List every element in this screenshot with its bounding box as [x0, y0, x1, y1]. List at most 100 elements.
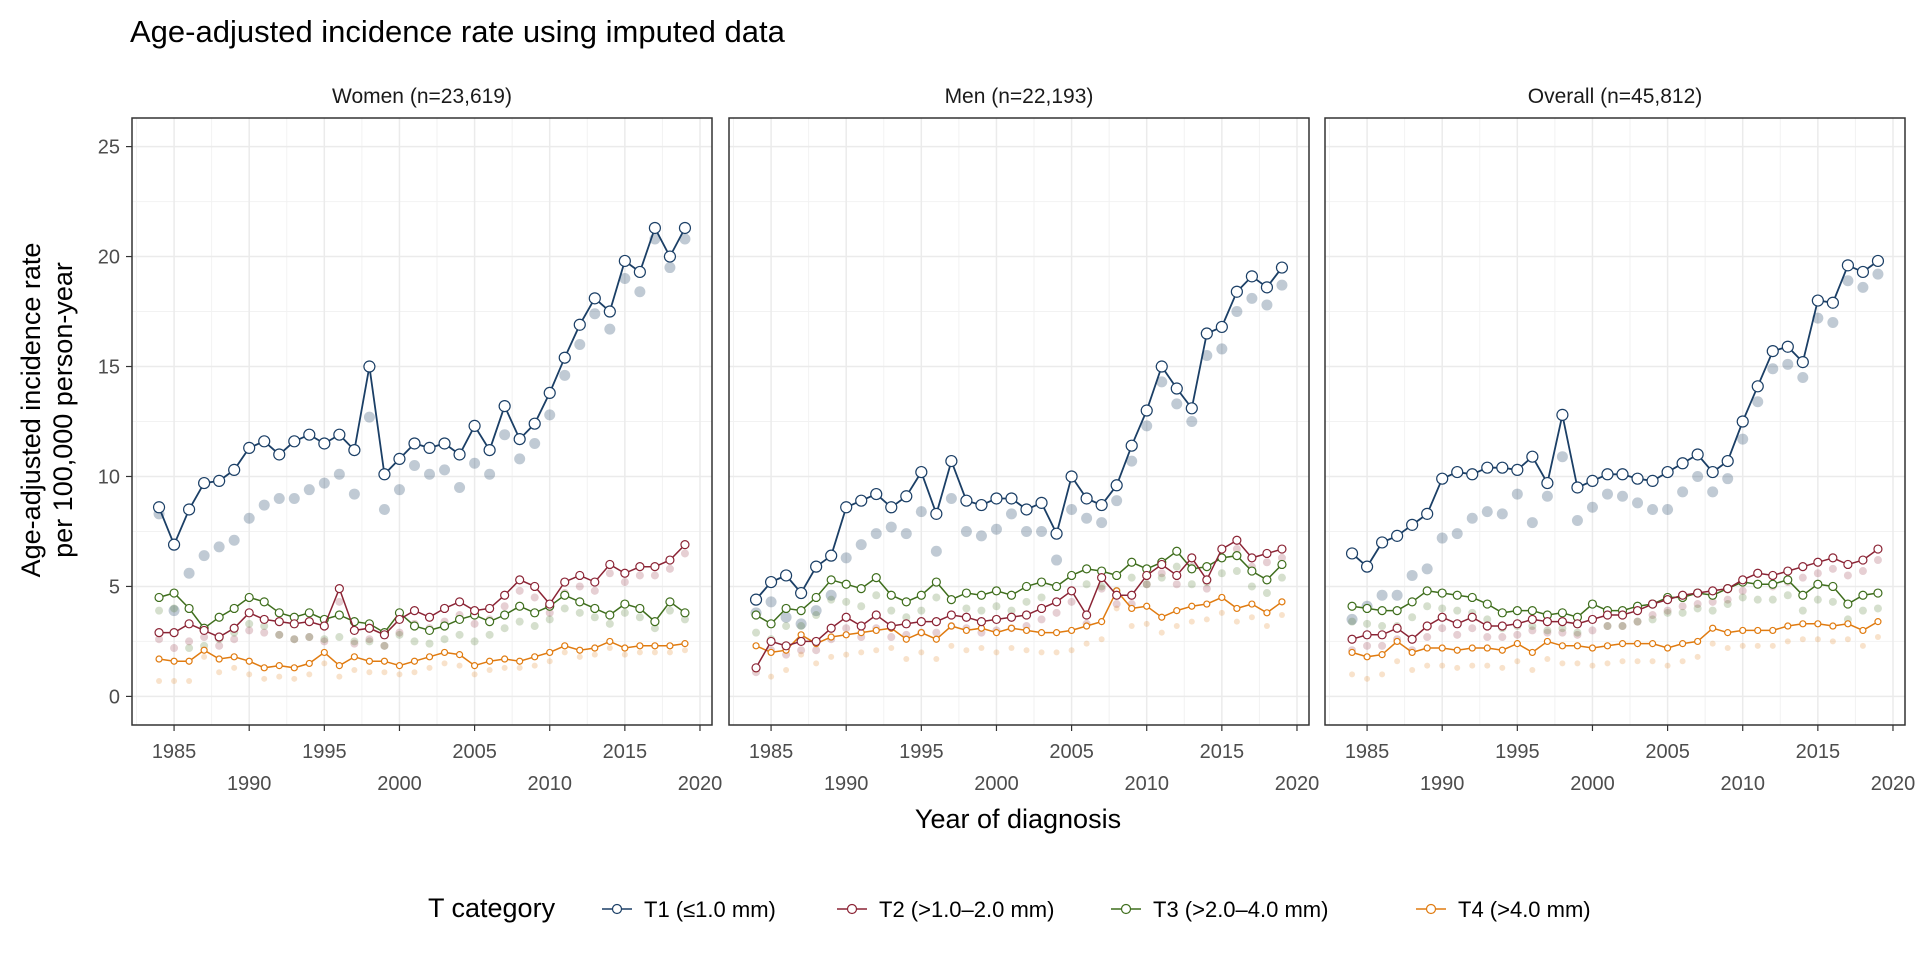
data-point [229, 623, 239, 633]
data-point [1393, 637, 1401, 646]
data-point [1753, 579, 1763, 589]
data-point [931, 577, 941, 587]
faded-point [1005, 508, 1017, 520]
data-point [1278, 598, 1286, 606]
data-point [1709, 624, 1717, 632]
faded-point [1828, 564, 1837, 573]
data-point [1157, 559, 1167, 570]
faded-point [305, 633, 314, 642]
faded-point [516, 664, 523, 671]
faded-point [1376, 589, 1388, 601]
faded-point [273, 492, 285, 504]
data-point [230, 653, 238, 661]
faded-point [1262, 589, 1271, 598]
x-tick-label: 2020 [1871, 773, 1916, 795]
data-point [573, 318, 586, 331]
data-point [1036, 603, 1047, 614]
data-point [856, 621, 866, 631]
data-point [1247, 553, 1257, 563]
data-point [1247, 566, 1257, 576]
data-point [1828, 553, 1838, 563]
faded-point [1619, 658, 1626, 665]
data-point [1646, 474, 1659, 487]
x-tick-label: 2010 [1124, 773, 1169, 795]
data-point [636, 642, 644, 650]
faded-point [1157, 573, 1166, 582]
faded-point [1217, 569, 1226, 578]
faded-point [1156, 376, 1168, 388]
data-point [1693, 588, 1703, 598]
x-tick-label: 1990 [1420, 773, 1465, 795]
faded-point [1053, 649, 1060, 656]
faded-point [1782, 358, 1794, 370]
data-point [1436, 472, 1449, 485]
faded-point [962, 604, 971, 613]
faded-point [1127, 573, 1136, 582]
data-point [1007, 624, 1016, 632]
faded-point [636, 649, 643, 656]
faded-point [590, 613, 599, 622]
data-point [468, 419, 481, 432]
data-point [1497, 621, 1507, 631]
faded-point [1559, 660, 1566, 667]
panel-border [131, 117, 713, 726]
faded-point [978, 645, 985, 652]
data-point [1647, 599, 1658, 609]
x-tick-label: 2005 [1645, 741, 1690, 763]
data-point [1392, 606, 1402, 616]
data-point [1588, 644, 1597, 652]
data-point [200, 646, 208, 654]
data-point [154, 592, 164, 603]
x-tick-label: 1995 [899, 741, 944, 763]
faded-point [216, 669, 223, 676]
faded-point [1603, 622, 1612, 631]
panel-1: Men (n=22,193) 1985 1990 1995 2000 2005 2010 20… [728, 85, 1319, 795]
faded-point [1799, 636, 1806, 643]
faded-point [945, 492, 957, 504]
data-point [439, 603, 450, 614]
data-point [378, 468, 391, 481]
data-point [1706, 465, 1719, 479]
faded-point [1678, 608, 1687, 617]
data-point [1112, 590, 1122, 600]
data-point [961, 588, 972, 598]
faded-point [605, 569, 614, 578]
faded-point [1678, 602, 1687, 611]
data-point [1843, 559, 1853, 570]
faded-point [1082, 580, 1091, 589]
x-tick-label: 2010 [1720, 773, 1765, 795]
faded-point [320, 635, 329, 644]
faded-point [1423, 602, 1432, 611]
faded-point [1633, 617, 1642, 626]
data-point [1572, 619, 1583, 629]
faded-point [1618, 622, 1627, 631]
data-point [1262, 575, 1272, 585]
data-point [1511, 463, 1524, 476]
faded-point [1589, 662, 1596, 669]
faded-point [1708, 606, 1717, 615]
faded-point [1454, 664, 1461, 671]
faded-point [798, 651, 805, 658]
faded-point [1798, 606, 1807, 615]
faded-point [1066, 503, 1078, 515]
data-point [651, 642, 659, 650]
x-tick-label: 2010 [527, 773, 572, 795]
y-tick-label: 5 [109, 576, 120, 598]
data-point [1006, 612, 1017, 622]
data-point [991, 614, 1002, 625]
data-point [424, 625, 435, 636]
faded-point [1634, 658, 1641, 665]
faded-point [530, 593, 539, 602]
data-point [603, 305, 616, 318]
faded-point [812, 611, 821, 620]
faded-point [469, 457, 481, 469]
data-point [454, 614, 465, 625]
faded-point [665, 564, 674, 573]
data-point [620, 568, 630, 578]
data-point [1616, 468, 1629, 481]
faded-point [574, 339, 586, 351]
faded-point [1172, 580, 1181, 589]
faded-point [1844, 636, 1851, 643]
data-point [1557, 608, 1568, 618]
faded-point [665, 606, 674, 615]
